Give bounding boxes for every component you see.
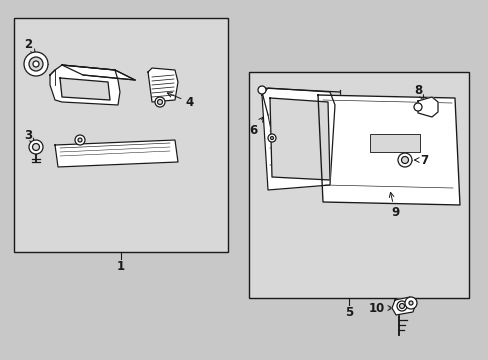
Circle shape (396, 301, 406, 311)
Polygon shape (262, 88, 334, 190)
Polygon shape (269, 98, 329, 180)
Circle shape (78, 138, 82, 142)
Polygon shape (62, 65, 135, 80)
Circle shape (404, 297, 416, 309)
Text: 6: 6 (249, 117, 263, 136)
Circle shape (401, 157, 407, 163)
Text: 7: 7 (414, 153, 427, 166)
Text: 4: 4 (167, 93, 193, 108)
Text: 9: 9 (388, 192, 398, 219)
Circle shape (399, 303, 404, 309)
Circle shape (258, 86, 265, 94)
Polygon shape (391, 297, 415, 315)
Text: 10: 10 (368, 302, 392, 315)
Polygon shape (60, 78, 110, 100)
Circle shape (267, 134, 275, 142)
Text: 1: 1 (117, 260, 125, 273)
Circle shape (29, 140, 43, 154)
Circle shape (157, 99, 162, 104)
Polygon shape (50, 65, 120, 105)
Bar (14, 18, 227, 252)
Circle shape (270, 136, 273, 140)
Circle shape (155, 97, 164, 107)
Circle shape (397, 153, 411, 167)
Circle shape (408, 301, 412, 305)
Text: 2: 2 (24, 37, 36, 54)
Text: 3: 3 (24, 129, 35, 144)
Text: 5: 5 (344, 306, 352, 319)
Polygon shape (55, 140, 178, 167)
Circle shape (24, 52, 48, 76)
Circle shape (32, 144, 40, 150)
Bar (248, 72, 468, 298)
Bar (369, 134, 419, 152)
Text: 8: 8 (413, 84, 423, 100)
Polygon shape (317, 95, 459, 205)
Circle shape (29, 57, 43, 71)
Circle shape (75, 135, 85, 145)
Polygon shape (148, 68, 178, 102)
Polygon shape (417, 97, 437, 117)
Circle shape (33, 61, 39, 67)
Circle shape (413, 103, 421, 111)
